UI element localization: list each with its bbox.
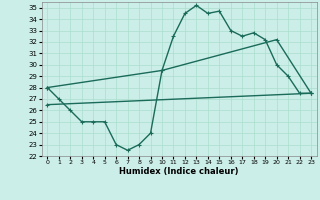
X-axis label: Humidex (Indice chaleur): Humidex (Indice chaleur) <box>119 167 239 176</box>
